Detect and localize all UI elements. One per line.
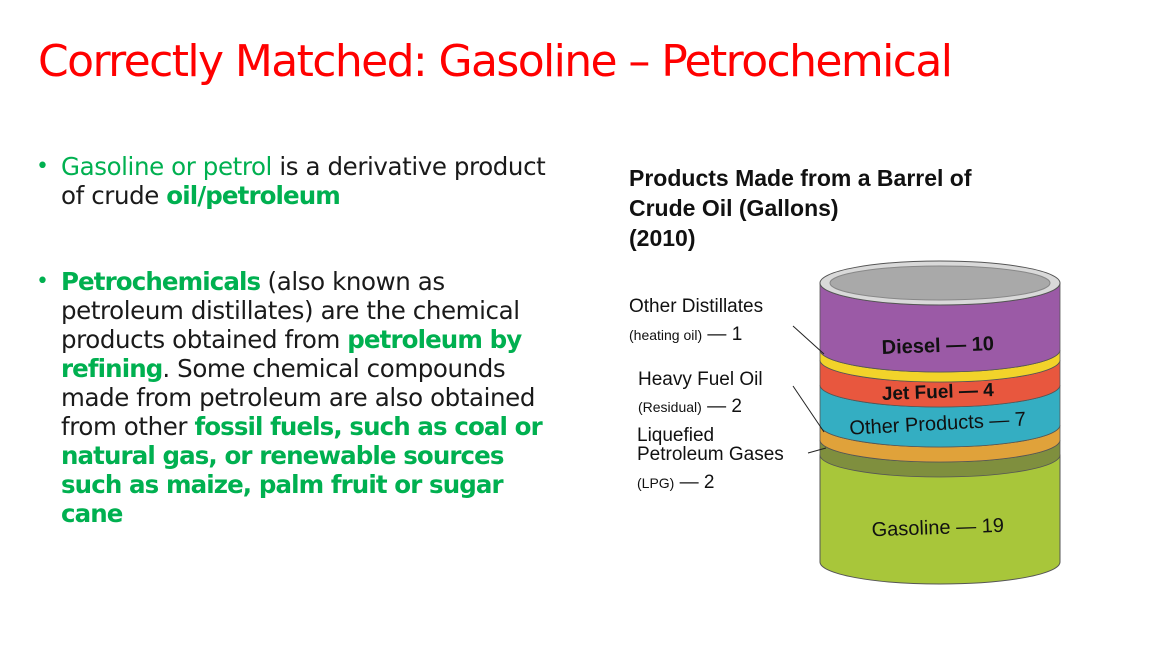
lpg-label-line1: Liquefied [637,425,714,446]
barrel-lid [829,265,1051,301]
lpg-label-line2: Petroleum Gases [637,444,784,465]
bullet2-text-b: . Some chemical compounds made from petr… [61,354,536,441]
heavy-fuel-oil-label: Heavy Fuel Oil [638,369,763,390]
bullet2-text-a: (also known as petroleum distillates) ar… [61,267,520,354]
heating-oil-leader [792,325,825,355]
lpg-sub: (LPG) [637,475,674,491]
refining-term: petroleum by refining [61,325,522,383]
oil-barrel-diagram: Diesel — 10 Jet Fuel — 4 Other Products … [629,260,1061,585]
gasoline-layer [819,454,1061,585]
bullet-petrochemicals: • Petrochemicals (also known as petroleu… [36,267,566,528]
oil-petroleum-term: oil/petroleum [166,181,341,210]
gasoline-term: Gasoline or petrol [61,152,272,181]
diagram-title-line: (2010) [629,225,696,251]
slide-title: Correctly Matched: Gasoline – Petrochemi… [38,36,953,87]
lpg-detail: (LPG) — 2 [637,472,714,493]
heavy-fuel-oil-leader [792,385,825,433]
fossil-fuels-term: fossil fuels, such as coal or natural ga… [61,412,543,528]
bullet-list: • Gasoline or petrol is a derivative pro… [36,152,566,558]
heating-oil-value: — 1 [702,324,742,345]
diagram-title: Products Made from a Barrel of Crude Oil… [629,163,1049,253]
heavy-fuel-oil-detail: (Residual) — 2 [638,396,742,417]
diagram-title-line: Crude Oil (Gallons) [629,195,839,221]
petrochemicals-term: Petrochemicals [61,267,261,296]
residual-value: — 2 [702,396,742,417]
bullet1-text: is a derivative product of crude [61,152,546,210]
lpg-leader [807,447,827,454]
bullet-gasoline: • Gasoline or petrol is a derivative pro… [36,152,566,210]
diagram-title-line: Products Made from a Barrel of [629,165,972,191]
residual-sub: (Residual) [638,399,702,415]
other-distillates-label: Other Distillates [629,296,763,317]
diesel-label: Diesel — 10 [881,333,994,359]
jet-fuel-label: Jet Fuel — 4 [882,380,995,405]
bullet-marker: • [36,269,49,294]
bullet-marker: • [36,154,49,179]
heating-oil-sub: (heating oil) [629,327,702,343]
lpg-value: — 2 [674,472,714,493]
other-distillates-detail: (heating oil) — 1 [629,324,742,345]
gasoline-label: Gasoline — 19 [871,515,1004,542]
